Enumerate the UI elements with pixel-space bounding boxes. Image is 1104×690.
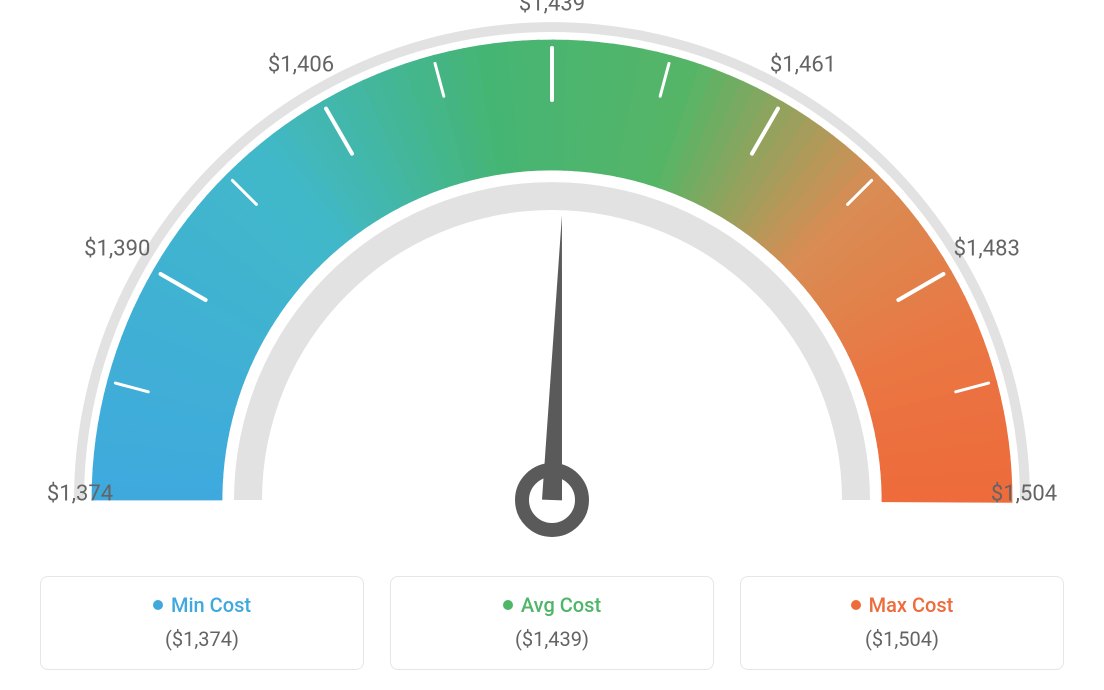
legend-dot-avg — [503, 600, 513, 610]
gauge-tick-label: $1,390 — [84, 237, 150, 262]
legend-card-max: Max Cost ($1,504) — [740, 576, 1064, 670]
legend-row: Min Cost ($1,374) Avg Cost ($1,439) Max … — [0, 576, 1104, 670]
gauge-tick-label: $1,461 — [770, 53, 836, 78]
legend-dot-min — [153, 600, 163, 610]
gauge-svg — [0, 0, 1104, 560]
gauge-tick-label: $1,374 — [47, 482, 113, 507]
legend-value-avg: ($1,439) — [409, 627, 695, 651]
legend-top: Max Cost — [759, 593, 1045, 617]
legend-title-max: Max Cost — [869, 593, 954, 617]
legend-dot-max — [851, 600, 861, 610]
legend-top: Min Cost — [59, 593, 345, 617]
gauge-chart: $1,374 $1,390 $1,406 $1,439 $1,461 $1,483 $1,5… — [0, 0, 1104, 560]
gauge-tick-label: $1,406 — [268, 53, 334, 78]
legend-card-avg: Avg Cost ($1,439) — [390, 576, 714, 670]
legend-value-min: ($1,374) — [59, 627, 345, 651]
legend-title-avg: Avg Cost — [521, 593, 601, 617]
legend-value-max: ($1,504) — [759, 627, 1045, 651]
legend-top: Avg Cost — [409, 593, 695, 617]
gauge-tick-label: $1,439 — [519, 0, 585, 17]
legend-card-min: Min Cost ($1,374) — [40, 576, 364, 670]
legend-title-min: Min Cost — [171, 593, 251, 617]
gauge-tick-label: $1,483 — [954, 237, 1020, 262]
gauge-tick-label: $1,504 — [991, 482, 1057, 507]
